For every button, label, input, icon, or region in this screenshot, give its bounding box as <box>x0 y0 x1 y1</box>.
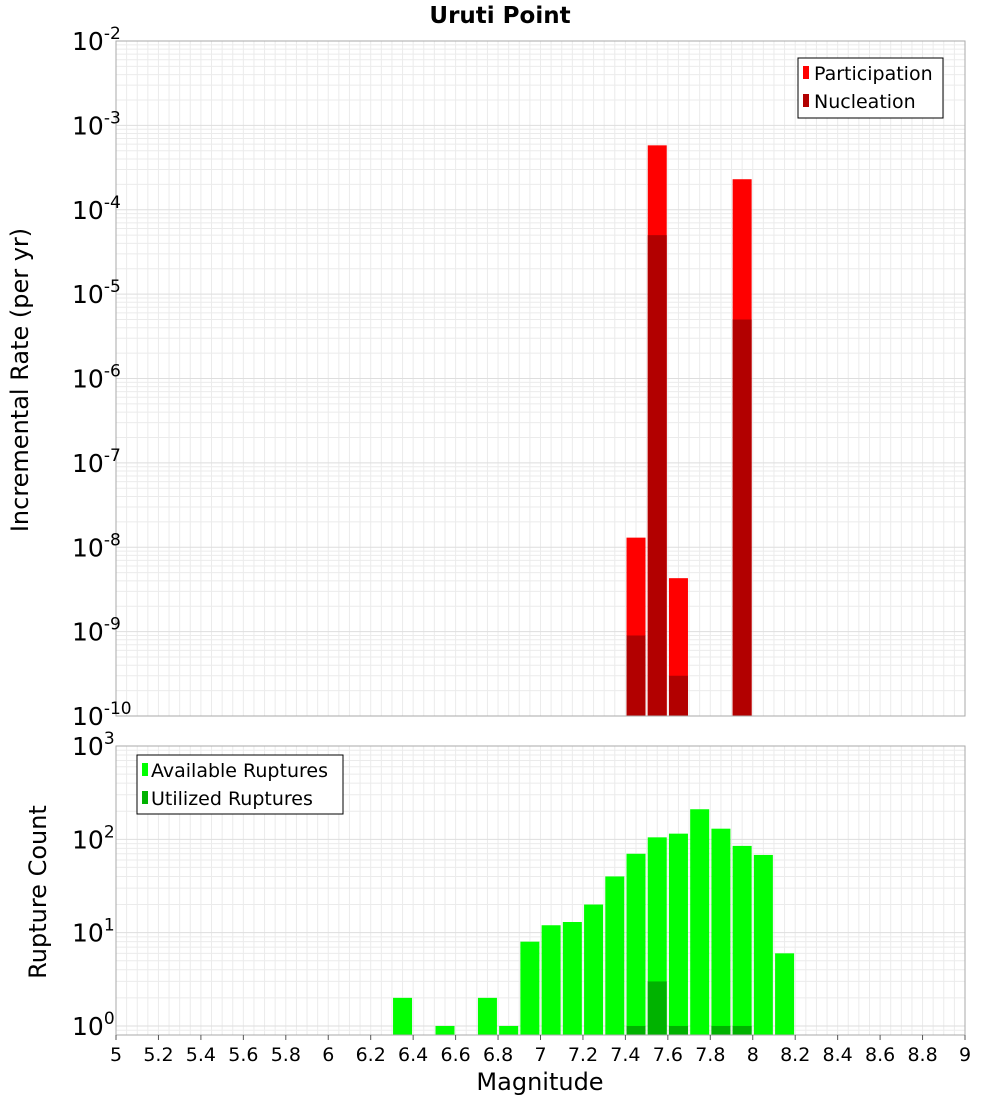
x-tick-label: 7.4 <box>610 1044 640 1066</box>
available-bar <box>499 1025 519 1035</box>
legend-swatch-nucleation <box>803 94 809 107</box>
y-tick-label: 10-4 <box>72 193 121 225</box>
top-y-axis-label: Incremental Rate (per yr) <box>6 228 34 532</box>
top-plot-frame <box>115 40 966 717</box>
bottom-y-tick-labels: 100 101 102 103 <box>72 729 115 1041</box>
x-tick-label: 7.8 <box>695 1044 725 1066</box>
legend-label-utilized: Utilized Ruptures <box>151 788 313 810</box>
y-tick-label: 103 <box>72 729 115 761</box>
x-tick-label: 6.8 <box>483 1044 513 1066</box>
top-panel-bars <box>626 145 752 717</box>
bottom-legend-box <box>136 754 344 815</box>
y-tick-label: 10-8 <box>72 530 121 562</box>
bottom-y-axis-label: Rupture Count <box>24 805 52 979</box>
utilized-bar <box>711 1025 731 1035</box>
y-tick-label: 102 <box>72 822 115 854</box>
x-tick-label: 7.6 <box>653 1044 683 1066</box>
top-legend: Participation Nucleation <box>797 57 944 119</box>
y-tick-label: 10-7 <box>72 446 121 478</box>
available-bar <box>732 845 752 1035</box>
top-legend-box <box>797 57 944 119</box>
available-bar <box>584 904 604 1035</box>
y-tick-label: 10-6 <box>72 362 121 394</box>
x-tick-label: 8.2 <box>780 1044 810 1066</box>
x-tick-label: 5.8 <box>271 1044 301 1066</box>
utilized-bar <box>668 1025 688 1035</box>
y-tick-label: 10-3 <box>72 108 121 140</box>
y-tick-label: 100 <box>72 1009 115 1041</box>
x-tick-label: 7.2 <box>568 1044 598 1066</box>
legend-label-participation: Participation <box>814 63 933 85</box>
available-bar <box>626 853 646 1035</box>
nucleation-bar <box>732 319 752 716</box>
bottom-panel-bars <box>393 809 795 1035</box>
utilized-bar <box>647 981 667 1035</box>
available-bar <box>562 922 582 1035</box>
y-tick-label: 10-10 <box>72 699 132 731</box>
top-y-tick-labels: 10-10 10-9 10-8 10-7 10-6 10-5 10-4 10-3 10-2 <box>72 24 132 731</box>
legend-label-nucleation: Nucleation <box>814 91 916 113</box>
x-tick-labels: 5 5.2 5.4 5.6 5.8 6 6.2 6.4 6.6 6.8 7 7.2 7.4 7.6 7.8 8… <box>110 1035 971 1066</box>
available-bar <box>520 941 540 1035</box>
legend-label-available: Available Ruptures <box>151 760 328 782</box>
x-tick-label: 8.6 <box>865 1044 895 1066</box>
x-axis-label: Magnitude <box>476 1068 603 1096</box>
x-tick-label: 6.6 <box>440 1044 470 1066</box>
available-bar <box>711 828 731 1035</box>
chart-title: Uruti Point <box>429 3 570 29</box>
x-tick-label: 7 <box>534 1044 546 1066</box>
x-tick-label: 9 <box>959 1044 971 1066</box>
available-bar <box>435 1025 455 1035</box>
top-panel-grid <box>115 41 966 717</box>
x-tick-label: 8 <box>747 1044 759 1066</box>
x-tick-label: 5.6 <box>228 1044 258 1066</box>
x-tick-label: 5 <box>110 1044 122 1066</box>
y-tick-label: 10-5 <box>72 277 121 309</box>
available-bar <box>668 833 688 1035</box>
available-bar <box>393 997 413 1035</box>
available-bar <box>690 809 710 1035</box>
x-tick-label: 6 <box>322 1044 334 1066</box>
x-tick-label: 6.4 <box>398 1044 428 1066</box>
y-tick-label: 10-2 <box>72 24 121 56</box>
y-tick-label: 10-9 <box>72 615 121 647</box>
x-tick-label: 5.2 <box>143 1044 173 1066</box>
legend-swatch-participation <box>803 66 809 79</box>
x-tick-label: 8.4 <box>823 1044 853 1066</box>
nucleation-bar <box>647 235 667 716</box>
utilized-bar <box>626 1025 646 1035</box>
available-bar <box>753 854 773 1035</box>
x-tick-label: 8.8 <box>907 1044 937 1066</box>
legend-swatch-utilized <box>142 791 148 804</box>
legend-swatch-available <box>142 763 148 776</box>
bottom-legend: Available Ruptures Utilized Ruptures <box>136 754 344 815</box>
available-bar <box>605 876 625 1035</box>
utilized-bar <box>732 1025 752 1035</box>
y-tick-label: 101 <box>72 916 115 948</box>
available-bar <box>477 997 497 1035</box>
nucleation-bar <box>626 635 646 716</box>
x-tick-label: 5.4 <box>186 1044 216 1066</box>
available-bar <box>541 925 561 1035</box>
available-bar <box>775 953 795 1035</box>
nucleation-bar <box>668 675 688 716</box>
x-tick-label: 6.2 <box>356 1044 386 1066</box>
